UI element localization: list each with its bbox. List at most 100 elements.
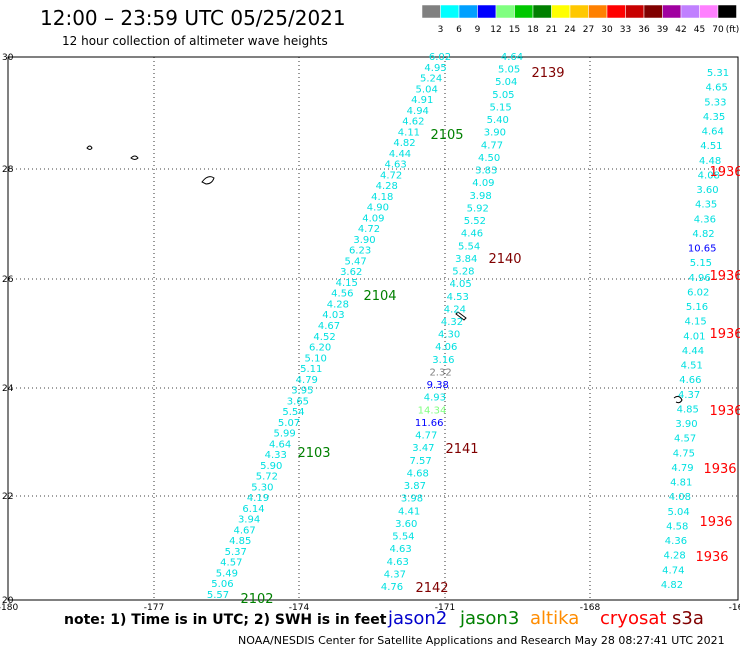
wave-height-value: 4.77 (481, 140, 503, 151)
wave-height-value: 5.04 (416, 84, 438, 95)
footer-note: note: 1) Time is in UTC; 2) SWH is in fe… (64, 612, 387, 628)
pass-number-label: 1936 (703, 462, 736, 477)
wave-height-value: 10.65 (688, 244, 717, 255)
legend-unit: (ft) (726, 25, 740, 35)
legend-label: 15 (509, 25, 520, 35)
wave-height-value: 4.44 (389, 149, 411, 160)
wave-height-value: 3.94 (238, 515, 260, 526)
wave-height-value: 4.64 (269, 439, 291, 450)
wave-height-value: 4.44 (682, 346, 704, 357)
legend-label: 45 (694, 25, 705, 35)
wave-height-value: 3.83 (475, 166, 497, 177)
pass-number-label: 2139 (531, 66, 564, 81)
wave-height-value: 5.04 (495, 77, 517, 88)
lon-tick-label: -174 (289, 603, 310, 613)
lat-tick-label: 26 (2, 275, 14, 285)
wave-height-value: 6.14 (242, 504, 264, 515)
wave-height-value: 5.72 (256, 472, 278, 483)
wave-height-value: 4.05 (449, 279, 471, 290)
pass-number-label: 2140 (488, 252, 521, 267)
wave-height-value: 5.07 (278, 418, 300, 429)
legend-label: 70 (712, 25, 724, 35)
wave-height-value: 3.95 (291, 386, 313, 397)
wave-height-value: 3.90 (675, 419, 697, 430)
legend-label: 21 (546, 25, 557, 35)
wave-height-value: 4.77 (415, 431, 437, 442)
wave-height-value: 2.32 (429, 367, 451, 378)
satellite-jason3: jason3 (460, 608, 520, 629)
island-shape (673, 395, 683, 404)
wave-height-value: 6.02 (429, 52, 451, 63)
wave-height-value: 5.90 (260, 461, 282, 472)
wave-height-value: 4.32 (441, 317, 463, 328)
legend-swatch (717, 5, 737, 19)
wave-height-value: 4.64 (501, 52, 523, 63)
wave-height-value: 4.93 (424, 393, 446, 404)
wave-height-value: 4.03 (322, 310, 344, 321)
pass-number-label: 2105 (430, 128, 463, 143)
wave-height-value: 5.11 (300, 364, 322, 375)
wave-height-value: 5.06 (211, 579, 233, 590)
wave-height-value: 14.34 (418, 405, 447, 416)
wave-height-value: 4.30 (438, 330, 460, 341)
wave-height-value: 5.49 (216, 568, 238, 579)
wave-height-value: 4.94 (407, 106, 429, 117)
wave-height-value: 3.98 (401, 494, 423, 505)
wave-height-value: 4.75 (673, 448, 695, 459)
wave-height-value: 3.98 (469, 191, 491, 202)
wave-height-value: 4.08 (698, 170, 720, 181)
lon-tick-label: -180 (0, 603, 18, 613)
wave-height-value: 4.91 (411, 95, 433, 106)
lat-tick-label: 20 (2, 596, 14, 606)
wave-height-value: 4.57 (220, 558, 242, 569)
wave-height-value: 5.40 (487, 115, 509, 126)
credit-line: NOAA/NESDIS Center for Satellite Applica… (238, 634, 725, 647)
lon-tick-label: -168 (580, 603, 601, 613)
wave-height-value: 7.57 (409, 456, 431, 467)
legend-label: 12 (490, 25, 501, 35)
wave-height-value: 4.81 (670, 478, 692, 489)
lon-tick-label: -177 (144, 603, 164, 613)
wave-height-value: 5.16 (686, 302, 708, 313)
wave-height-value: 4.68 (407, 468, 429, 479)
lon-tick-label: -171 (435, 603, 455, 613)
wave-height-value: 4.08 (669, 492, 691, 503)
pass-number-label: 2141 (445, 442, 478, 457)
wave-height-value: 4.90 (367, 203, 389, 214)
wave-height-value: 5.15 (489, 102, 511, 113)
lat-tick-label: 28 (2, 165, 14, 175)
wave-height-value: 4.15 (685, 317, 707, 328)
island-shape (86, 145, 93, 150)
wave-height-value: 4.63 (384, 160, 406, 171)
pass-number-label: 2102 (240, 592, 273, 607)
wave-height-value: 4.06 (435, 342, 457, 353)
wave-height-value: 5.30 (251, 482, 273, 493)
wave-height-value: 5.28 (452, 267, 474, 278)
wave-height-value: 4.48 (699, 156, 721, 167)
satellite-cryosat: cryosat (600, 608, 667, 629)
legend-label: 33 (620, 25, 631, 35)
wave-height-value: 4.85 (229, 536, 251, 547)
wave-height-value: 4.64 (702, 127, 724, 138)
map-title: 12:00 – 23:59 UTC 05/25/2021 (40, 6, 346, 30)
pass-number-label: 1936 (709, 165, 740, 180)
wave-height-value: 4.63 (389, 544, 411, 555)
wave-height-value: 4.82 (661, 580, 683, 591)
wave-height-value: 5.99 (273, 429, 295, 440)
wave-height-value: 5.15 (690, 258, 712, 269)
wave-height-value: 4.35 (695, 200, 717, 211)
wave-height-value: 3.60 (395, 519, 417, 530)
pass-number-label: 1936 (709, 269, 740, 284)
wave-height-value: 4.51 (700, 141, 722, 152)
wave-height-value: 4.72 (380, 170, 402, 181)
wave-height-value: 4.53 (447, 292, 469, 303)
wave-height-value: 4.82 (692, 229, 714, 240)
wave-height-value: 4.09 (362, 213, 384, 224)
wave-height-value: 5.54 (392, 532, 414, 543)
legend-label: 24 (564, 25, 576, 35)
wave-height-value: 4.15 (336, 278, 358, 289)
wave-height-value: 4.36 (665, 536, 687, 547)
lat-tick-label: 22 (2, 492, 13, 502)
island-shape (201, 176, 215, 185)
wave-height-value: 4.24 (444, 304, 466, 315)
